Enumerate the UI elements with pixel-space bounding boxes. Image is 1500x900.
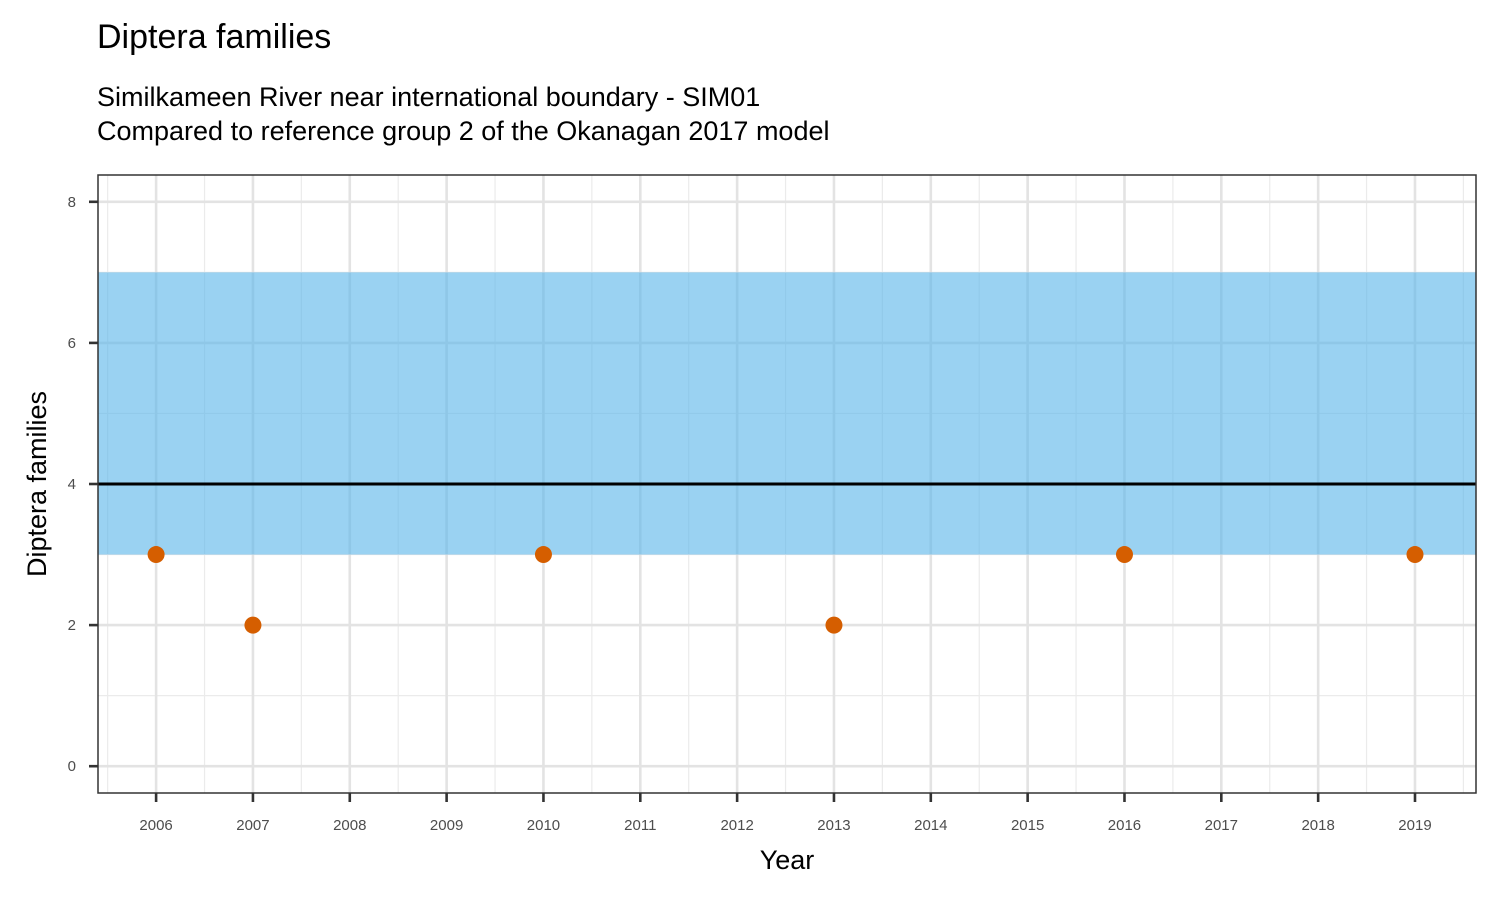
y-tick-label: 8 [68,194,76,211]
x-tick-label: 2009 [430,817,463,834]
reference-band [98,272,1476,555]
data-point [825,616,843,634]
x-tick-label: 2006 [139,817,172,834]
x-tick-label: 2011 [624,817,656,834]
y-tick-label: 6 [68,335,76,352]
x-tick-label: 2018 [1301,817,1334,834]
x-tick-label: 2014 [914,817,947,834]
x-axis-title: Year [760,845,815,875]
x-tick-label: 2013 [817,817,850,834]
data-point [534,546,552,564]
reference-band-layer [98,272,1476,555]
data-point [244,616,262,634]
axes: 0 2 4 6 8 2006 2007 2008 2009 2010 2011 2012 2013 201… [68,194,1432,834]
x-tick-label: 2015 [1011,817,1044,834]
x-tick-label: 2017 [1205,817,1238,834]
x-tick-label: 2016 [1108,817,1141,834]
data-point [1406,546,1424,564]
x-tick-label: 2008 [333,817,366,834]
data-point [1115,546,1133,564]
x-tick-label: 2007 [236,817,269,834]
y-tick-label: 4 [68,476,76,493]
y-tick-label: 0 [68,758,76,775]
y-axis-title: Diptera families [22,391,52,577]
chart-subtitle-line-2: Compared to reference group 2 of the Oka… [97,116,830,146]
data-point [147,546,165,564]
data-points [147,546,1424,634]
chart-title: Diptera families [97,18,332,56]
x-tick-label: 2012 [720,817,753,834]
chart-subtitle-line-1: Similkameen River near international bou… [97,82,761,112]
x-tick-label: 2019 [1398,817,1431,834]
x-tick-label: 2010 [527,817,560,834]
y-tick-label: 2 [68,617,76,634]
